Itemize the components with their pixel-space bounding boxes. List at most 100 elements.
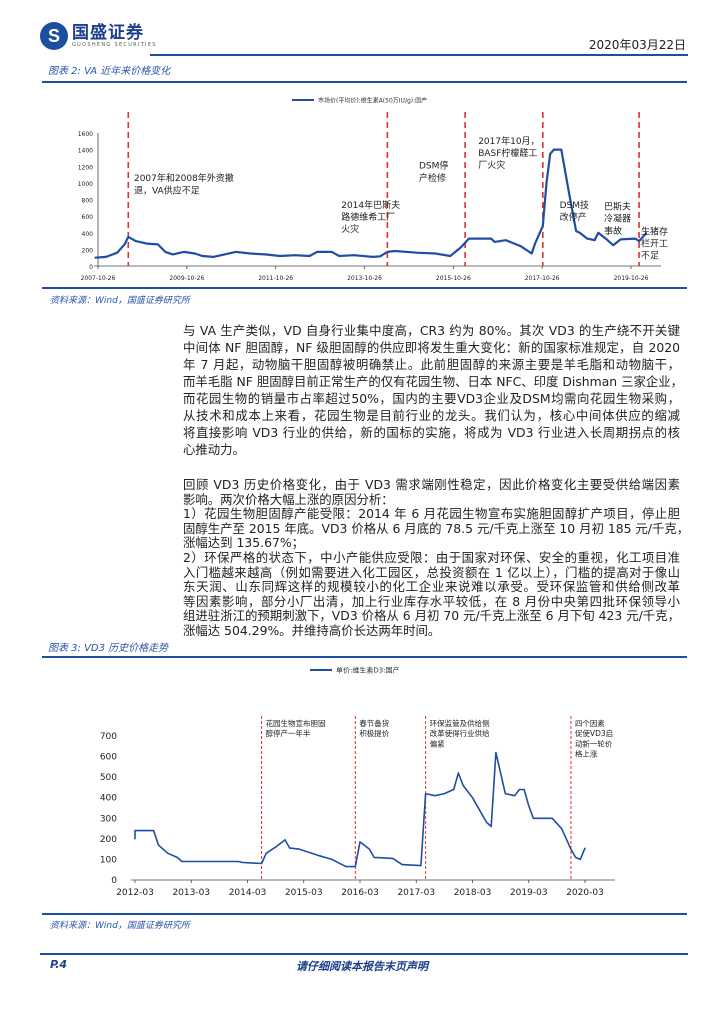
y-tick-label: 200	[82, 247, 94, 254]
data-point	[545, 182, 548, 184]
annotation-line: 春节备货	[359, 718, 389, 728]
event-annotation: DSM技改停产	[560, 199, 589, 223]
x-tick-label: 2015-03	[285, 888, 323, 898]
data-point	[294, 254, 296, 256]
data-point	[490, 237, 492, 240]
data-point	[249, 252, 252, 255]
data-point	[279, 255, 281, 257]
data-point	[542, 225, 544, 227]
x-tick-label: 2009-10-26	[169, 275, 204, 282]
y-tick-label: 1200	[78, 164, 93, 171]
figure3-source: 资料来源：Wind，国盛证券研究所	[50, 921, 190, 931]
data-point	[460, 246, 462, 248]
x-tick-label: 2017-10-26	[525, 275, 560, 282]
data-point	[523, 788, 525, 791]
annotation-line: 改革使得行业供给	[430, 728, 490, 738]
annotation-line: 退，VA供应不足	[134, 184, 200, 196]
data-point	[457, 772, 460, 774]
x-tick-label: 2018-03	[454, 888, 492, 898]
data-point	[350, 866, 352, 868]
figure3-top-rule	[42, 656, 687, 658]
annotation-line: 巴斯夫	[604, 200, 631, 212]
data-point	[172, 253, 174, 255]
data-point	[619, 238, 622, 240]
x-tick-label: 2015-10-26	[436, 275, 471, 282]
data-point	[434, 795, 436, 797]
annotation-line: 2014年巴斯夫	[341, 199, 400, 211]
x-tick-label: 2019-03	[510, 888, 548, 898]
data-point	[386, 251, 388, 253]
data-point	[123, 243, 126, 245]
body-text-line: 中间体 NF 胆固醇，NF 级胆固醇的供应即将发生重大变化：新的国家标准规定，自…	[183, 340, 680, 355]
event-annotation: 春节备货积极提价	[359, 718, 389, 738]
legend-label: 单价:维生素D3:国产	[336, 666, 400, 675]
data-point	[338, 255, 340, 257]
data-point	[605, 237, 607, 240]
data-point	[560, 827, 563, 830]
legend-label: 市场价(平均价):维生素A(50万IU/g):国产	[318, 97, 427, 105]
figure3-bottom-rule	[42, 913, 687, 915]
annotation-line: 偏紧	[430, 738, 445, 748]
y-tick-label: 600	[82, 214, 94, 221]
footer-notice: 请仔细阅读本报告末页声明	[296, 960, 428, 973]
data-point	[317, 854, 319, 856]
data-point	[481, 813, 483, 815]
annotation-line: 促使VD3启	[575, 728, 613, 738]
data-point	[201, 255, 203, 257]
x-tick-label: 2017-03	[397, 888, 435, 898]
annotation-line: 不足	[641, 251, 659, 262]
data-point	[575, 230, 577, 232]
data-point	[392, 857, 394, 859]
data-point	[134, 838, 136, 840]
figure2-source: 资料来源：Wind，国盛证券研究所	[50, 296, 190, 306]
annotation-line: 醇停产一年半	[266, 728, 311, 738]
data-point	[560, 149, 562, 151]
annotation-line: 改停产	[560, 211, 587, 223]
body-text-line: 固醇生产至 2015 年底。VD3 价格从 6 月底的 78.5 元/千克上涨至…	[183, 520, 690, 536]
data-point	[181, 860, 183, 863]
data-point	[94, 257, 96, 259]
annotation-line: 生猪存	[641, 225, 668, 237]
data-point	[401, 863, 403, 866]
event-annotation: 生猪存栏开工不足	[641, 225, 668, 261]
data-point	[531, 252, 533, 255]
data-point	[579, 858, 581, 861]
data-point	[494, 241, 496, 243]
data-point	[490, 825, 492, 828]
data-point	[331, 858, 333, 861]
x-tick-label: 2013-03	[172, 888, 210, 898]
data-point	[575, 856, 577, 858]
x-tick-label: 2020-03	[566, 888, 604, 898]
data-point	[354, 866, 356, 868]
annotation-line: 栏开工	[641, 238, 668, 250]
event-annotation: 2017年10月， BASF柠檬醛工厂火灾	[478, 135, 539, 171]
figure2-bottom-rule	[42, 287, 687, 289]
body-text-line: 从技术和成本上来看，花园生物是目前行业的龙头。我们认为，核心中间体供应的缩减	[183, 408, 680, 423]
annotation-line: BASF柠檬醛工	[478, 147, 537, 159]
vd3-price-chart: 单价:维生素D3:国产 0 100 200 300 400 500 600 700 2012-03…	[100, 666, 615, 898]
annotation-line: 2007年和2008年外资撤	[134, 172, 234, 184]
event-annotation: 环保监管及供给侧改革使得行业供给偏紧	[430, 718, 490, 748]
data-point	[505, 239, 507, 241]
annotation-line: 环保监管及供给侧	[430, 718, 490, 728]
logo-icon: S	[40, 22, 68, 50]
data-point	[212, 256, 215, 258]
data-point	[379, 255, 381, 258]
annotation-line: 格上涨	[575, 748, 598, 758]
data-point	[425, 793, 427, 795]
data-point	[594, 239, 596, 241]
event-annotation: 2014年巴斯夫路德维希工厂火灾	[341, 199, 400, 235]
data-point	[645, 232, 648, 234]
data-point	[146, 242, 148, 245]
data-point	[284, 839, 286, 841]
x-tick-label: 2011-10-26	[258, 275, 293, 282]
annotation-line: DSM停	[419, 160, 448, 172]
data-point	[275, 846, 277, 848]
event-annotation: 花园生物宣布胆固醇停产一年半	[266, 718, 326, 738]
data-point	[528, 805, 530, 807]
y-tick-label: 1400	[78, 148, 93, 155]
data-point	[568, 190, 570, 192]
data-point	[260, 862, 263, 865]
annotation-line: 四个因素	[575, 718, 605, 728]
data-point	[471, 797, 474, 799]
